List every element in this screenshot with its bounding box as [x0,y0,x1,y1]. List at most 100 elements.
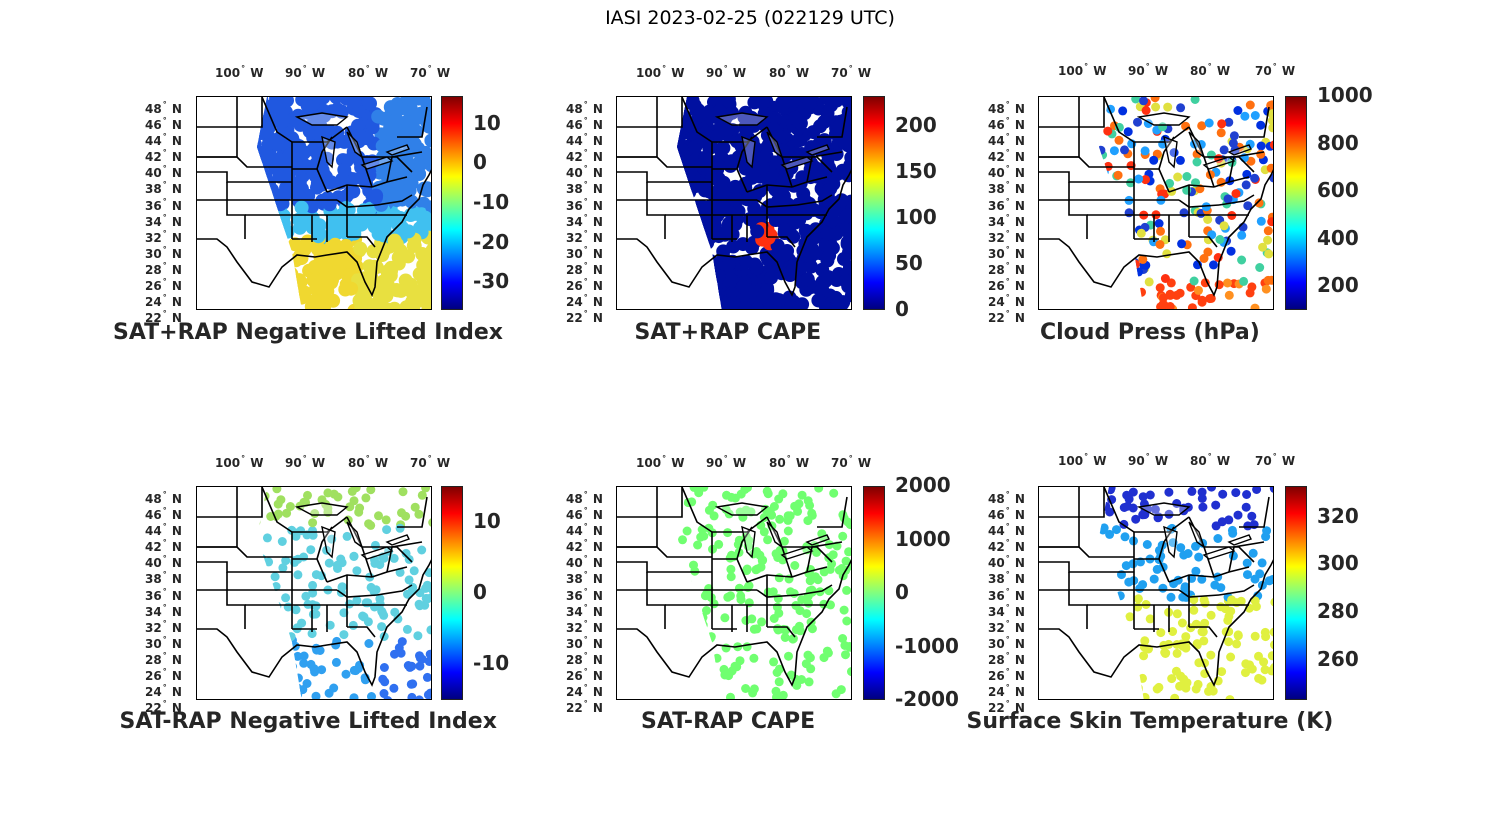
colorbar-tick-label: 200 [1317,273,1359,297]
lon-tick-label: 90° W [285,64,325,80]
colorbar-tick-label: 800 [1317,131,1359,155]
lat-tick-label: 42° N [145,538,182,554]
lon-tick-label: 90° W [1128,62,1168,78]
lat-tick-label: 22° N [566,699,603,715]
lat-tick-label: 38° N [566,180,603,196]
colorbar-tick-label: 10 [473,509,501,533]
colorbar-tick-label: 600 [1317,178,1359,202]
lat-tick-label: 48° N [988,490,1025,506]
lon-tick-label: 70° W [1255,62,1295,78]
colorbar-tick-label: 0 [895,580,909,604]
colorbar-tick-label: -2000 [895,687,959,711]
colorbar [441,486,463,700]
colorbar-tick-label: 50 [895,251,923,275]
lon-tick-label: 90° W [706,64,746,80]
lat-tick-label: 40° N [145,164,182,180]
lat-tick-label: 28° N [988,651,1025,667]
colorbar-tick-label: 200 [895,113,937,137]
lon-tick-label: 80° W [348,64,388,80]
panel-title: SAT-RAP Negative Lifted Index [120,709,497,734]
lat-tick-label: 24° N [145,293,182,309]
lat-tick-label: 26° N [145,667,182,683]
lat-tick-label: 30° N [566,245,603,261]
lat-tick-label: 28° N [566,261,603,277]
lat-tick-label: 36° N [566,197,603,213]
lon-tick-label: 80° W [1190,452,1230,468]
panel-title: Cloud Press (hPa) [1040,320,1260,345]
panel-title: SAT+RAP Negative Lifted Index [113,320,503,345]
map-frame [616,96,852,310]
lat-tick-label: 40° N [566,554,603,570]
lat-tick-label: 40° N [988,554,1025,570]
lat-tick-label: 28° N [145,261,182,277]
map-plot [617,97,852,310]
lat-tick-label: 24° N [566,293,603,309]
lat-tick-label: 40° N [988,164,1025,180]
lon-tick-label: 70° W [831,64,871,80]
lat-tick-label: 24° N [566,683,603,699]
lat-tick-label: 28° N [566,651,603,667]
colorbar-tick-label: 260 [1317,647,1359,671]
colorbar-tick-label: 0 [473,150,487,174]
lat-tick-label: 46° N [566,506,603,522]
lat-tick-label: 34° N [566,213,603,229]
lon-tick-label: 100° W [1058,452,1106,468]
lat-tick-label: 44° N [988,522,1025,538]
lat-tick-label: 22° N [988,309,1025,325]
lat-tick-label: 24° N [145,683,182,699]
map-frame [1038,486,1274,700]
lat-tick-label: 38° N [988,180,1025,196]
lat-tick-label: 36° N [566,587,603,603]
map-frame [196,96,432,310]
lat-tick-label: 30° N [988,245,1025,261]
lat-tick-label: 28° N [145,651,182,667]
lat-tick-label: 44° N [145,522,182,538]
lat-tick-label: 32° N [145,619,182,635]
lat-tick-label: 42° N [566,148,603,164]
lon-tick-label: 90° W [1128,452,1168,468]
lat-tick-label: 30° N [988,635,1025,651]
colorbar [441,96,463,310]
lon-tick-label: 70° W [1255,452,1295,468]
lat-tick-label: 22° N [566,309,603,325]
lat-tick-label: 34° N [145,603,182,619]
lat-tick-label: 48° N [566,100,603,116]
lon-tick-label: 100° W [215,454,263,470]
colorbar-tick-label: -1000 [895,634,959,658]
lon-tick-label: 100° W [215,64,263,80]
lat-tick-label: 42° N [566,538,603,554]
lat-tick-label: 26° N [988,667,1025,683]
map-frame [1038,96,1274,310]
lon-tick-label: 90° W [706,454,746,470]
lat-tick-label: 42° N [988,538,1025,554]
lat-tick-label: 32° N [566,229,603,245]
lat-tick-label: 36° N [988,587,1025,603]
lat-tick-label: 34° N [988,603,1025,619]
lat-tick-label: 38° N [145,570,182,586]
lat-tick-label: 26° N [988,277,1025,293]
lat-tick-label: 44° N [988,132,1025,148]
lat-tick-label: 38° N [988,570,1025,586]
lat-tick-label: 48° N [988,100,1025,116]
figure-title: IASI 2023-02-25 (022129 UTC) [0,7,1500,29]
lat-tick-label: 24° N [988,683,1025,699]
lat-tick-label: 28° N [988,261,1025,277]
colorbar [1285,96,1307,310]
lon-tick-label: 80° W [769,64,809,80]
colorbar-tick-label: 100 [895,205,937,229]
colorbar-tick-label: 320 [1317,504,1359,528]
map-frame [196,486,432,700]
lat-tick-label: 36° N [145,587,182,603]
colorbar-tick-label: 1000 [895,527,951,551]
lon-tick-label: 70° W [831,454,871,470]
lat-tick-label: 48° N [145,490,182,506]
colorbar-tick-label: 400 [1317,226,1359,250]
lat-tick-label: 32° N [566,619,603,635]
lat-tick-label: 30° N [145,635,182,651]
lat-tick-label: 26° N [566,667,603,683]
lat-tick-label: 46° N [566,116,603,132]
lat-tick-label: 42° N [145,148,182,164]
lon-tick-label: 80° W [769,454,809,470]
colorbar-tick-label: 0 [473,580,487,604]
colorbar [863,96,885,310]
